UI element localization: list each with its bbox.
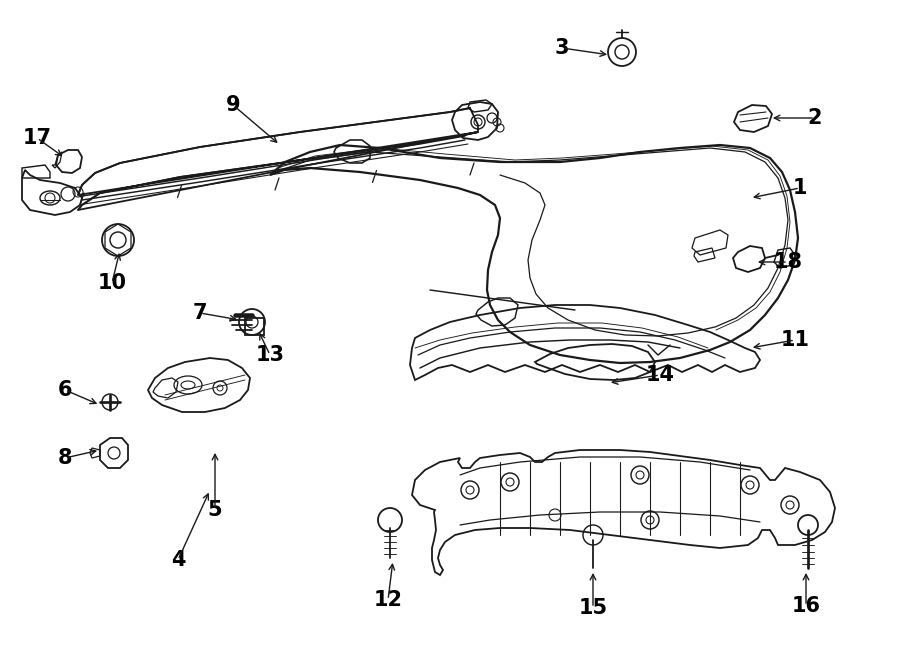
Text: 8: 8: [58, 448, 72, 468]
Text: 6: 6: [58, 380, 72, 400]
Text: 11: 11: [780, 330, 809, 350]
Text: 1: 1: [793, 178, 807, 198]
Text: 15: 15: [579, 598, 608, 618]
Text: 14: 14: [645, 365, 674, 385]
Text: 5: 5: [208, 500, 222, 520]
Text: 7: 7: [193, 303, 207, 323]
Text: 17: 17: [22, 128, 51, 148]
Text: 3: 3: [554, 38, 569, 58]
Text: 12: 12: [374, 590, 402, 610]
Text: 18: 18: [773, 252, 803, 272]
Text: 16: 16: [791, 596, 821, 616]
Text: 2: 2: [808, 108, 823, 128]
Text: 9: 9: [226, 95, 240, 115]
Text: 10: 10: [97, 273, 127, 293]
Text: 4: 4: [171, 550, 185, 570]
Text: 13: 13: [256, 345, 284, 365]
